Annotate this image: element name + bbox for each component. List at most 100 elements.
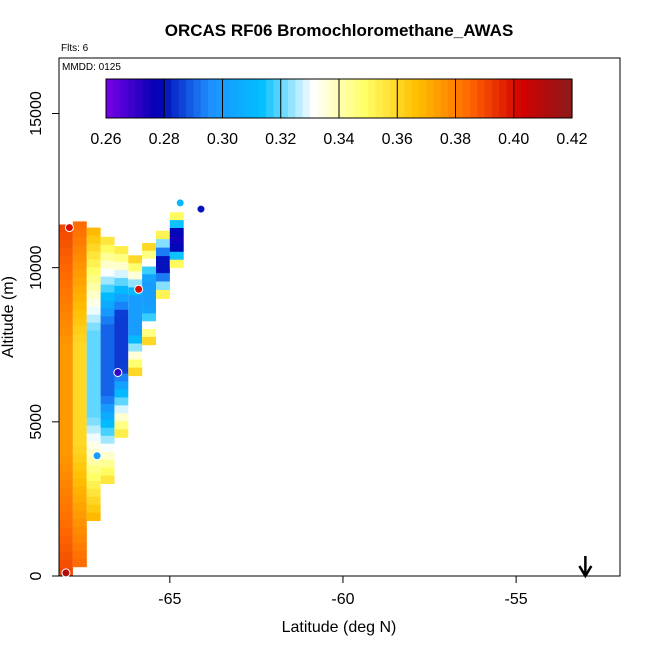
curtain-cell (169, 236, 184, 245)
colorbar-swatch (258, 79, 267, 118)
curtain-cell (59, 312, 73, 321)
curtain-cell (72, 446, 87, 455)
curtain-cell (72, 261, 87, 271)
curtain-cell (114, 246, 129, 255)
curtain-cell (169, 259, 184, 269)
colorbar-swatch (506, 79, 515, 118)
sample-point (175, 198, 185, 208)
colorbar-swatch (411, 79, 420, 118)
colorbar-swatch (368, 79, 377, 118)
colorbar-swatch (251, 79, 260, 118)
curtain-cell (59, 464, 73, 473)
colorbar-swatch (499, 79, 508, 118)
curtain-cell (72, 558, 87, 568)
curtain-cell (59, 304, 73, 313)
curtain-cell (86, 473, 101, 482)
colorbar-swatch (353, 79, 362, 118)
colorbar-tick-label: 0.32 (265, 131, 296, 148)
curtain-cell (59, 336, 73, 345)
curtain-cell (114, 293, 129, 303)
curtain-cell (114, 301, 129, 311)
curtain-cell (156, 273, 170, 283)
colorbar-swatch (448, 79, 457, 118)
curtain-cell (86, 346, 101, 355)
curtain-cell (72, 422, 87, 431)
curtain-cell (72, 502, 87, 511)
colorbar-swatch (229, 79, 238, 118)
down-arrow-icon (578, 556, 593, 579)
curtain-cell (100, 252, 115, 262)
curtain-cell (59, 416, 73, 425)
curtain-cell (114, 270, 129, 279)
curtain-cell (72, 470, 87, 479)
colorbar-swatch (557, 79, 566, 118)
curtain-cell (114, 317, 129, 327)
curtain-cell (86, 496, 101, 506)
curtain-cell (114, 357, 129, 367)
curtain-cell (142, 305, 156, 314)
curtain-cell (86, 488, 101, 498)
curtain-cell (86, 457, 101, 466)
curtain-cell (100, 403, 115, 413)
curtain-cell (59, 320, 73, 329)
colorbar-swatch (339, 79, 347, 118)
curtain-cell (114, 349, 129, 359)
curtain-cell (169, 251, 184, 261)
curtain-cell (72, 438, 87, 447)
curtain-cell (59, 504, 73, 513)
curtain-cell (128, 311, 143, 320)
curtain-cell (86, 512, 101, 521)
curtain-cell (72, 414, 87, 423)
x-tick-label: -60 (331, 591, 354, 608)
curtain-cell (86, 227, 101, 236)
curtain-cell (142, 266, 156, 275)
colorbar-swatch (266, 79, 275, 118)
curtain-cell (100, 435, 115, 445)
sample-points (61, 198, 206, 578)
colorbar-swatch (470, 79, 478, 118)
colorbar-swatch (433, 79, 442, 118)
y-tick-label: 5000 (28, 404, 45, 440)
arrow-head (578, 565, 593, 579)
colorbar-swatch (484, 79, 493, 118)
curtain-cell (169, 243, 184, 253)
colorbar-swatch (389, 79, 398, 118)
curtain-cell (59, 280, 73, 289)
curtain-cell (86, 393, 101, 403)
colorbar-tick-label: 0.34 (323, 131, 354, 148)
curtain-cell (72, 534, 87, 544)
curtain-cell (128, 343, 143, 352)
curtain-cell (156, 256, 170, 266)
colorbar-tick-label: 0.36 (382, 131, 413, 148)
curtain-cell (59, 344, 73, 353)
curtain-cell (100, 411, 115, 421)
curtain-cell (86, 465, 101, 474)
colorbar: 0.26 0.28 0.30 0.32 0.34 0.36 0.38 0.40 0.42 (90, 78, 588, 148)
colorbar-swatch (382, 79, 391, 118)
x-tick-label: -65 (158, 591, 181, 608)
curtain-cell (100, 364, 115, 373)
curtain-cell (72, 317, 87, 327)
curtain-cell (128, 335, 143, 344)
curtain-cell (86, 362, 101, 371)
curtain-cell (114, 333, 129, 343)
curtain-cell (72, 221, 87, 230)
chart-title: ORCAS RF06 Bromochloromethane_AWAS (165, 21, 514, 40)
curtain-cell (72, 430, 87, 439)
colorbar-swatch (564, 79, 573, 118)
colorbar-swatch (280, 79, 289, 118)
curtain-cell (59, 296, 73, 305)
curtain-cell (156, 239, 170, 249)
curtain-cell (100, 459, 115, 469)
curtain-cell (100, 396, 115, 405)
curtain-cell (59, 240, 73, 249)
curtain-cell (72, 462, 87, 471)
curtain-cell (72, 542, 87, 552)
curtain-cell (128, 263, 143, 272)
curtain-cell (100, 300, 115, 309)
x-axis-label: Latitude (deg N) (282, 619, 397, 636)
colorbar-swatch (288, 79, 296, 118)
curtain-cell (86, 385, 101, 395)
curtain-cell (100, 236, 115, 246)
sample-point (92, 451, 102, 461)
